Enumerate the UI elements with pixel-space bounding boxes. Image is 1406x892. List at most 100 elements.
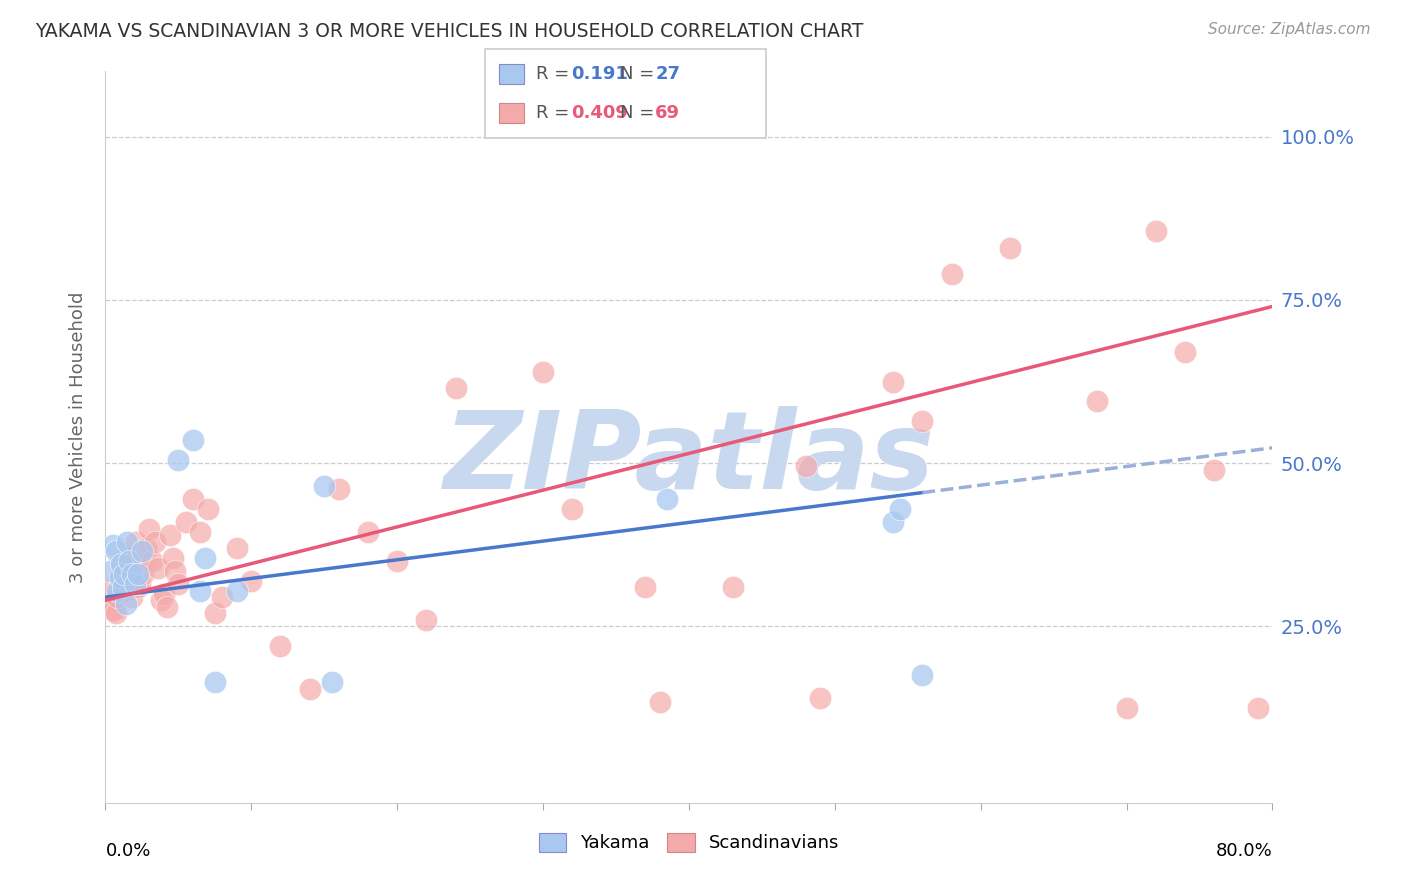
Point <box>117 534 139 549</box>
Point <box>240 574 263 588</box>
Point <box>882 375 904 389</box>
Point <box>110 558 132 572</box>
Point <box>721 580 744 594</box>
Text: N =: N = <box>620 65 659 83</box>
Point <box>444 381 467 395</box>
Text: R =: R = <box>536 104 575 122</box>
Point <box>314 479 336 493</box>
Text: 69: 69 <box>655 104 681 122</box>
Point <box>911 414 934 428</box>
Point <box>134 554 156 568</box>
Point <box>107 570 129 584</box>
Point <box>115 554 138 568</box>
Point <box>124 554 146 568</box>
Point <box>105 583 128 598</box>
Point <box>225 583 247 598</box>
Point <box>159 528 181 542</box>
Point <box>131 548 153 562</box>
Point <box>118 548 141 562</box>
Point <box>124 577 146 591</box>
Point <box>321 675 343 690</box>
Point <box>101 580 124 594</box>
Point <box>1174 345 1197 359</box>
Point <box>531 365 554 379</box>
Point <box>181 434 204 448</box>
Point <box>141 554 163 568</box>
Point <box>111 583 134 598</box>
Point <box>120 580 142 594</box>
Point <box>1087 394 1109 409</box>
Point <box>998 241 1021 255</box>
Point <box>131 544 153 558</box>
Point <box>167 453 190 467</box>
Point <box>1202 463 1225 477</box>
Point <box>108 570 131 584</box>
Point <box>194 550 217 565</box>
Point <box>1247 701 1270 715</box>
Text: N =: N = <box>620 104 659 122</box>
Point <box>143 534 166 549</box>
Point <box>101 538 124 552</box>
Point <box>112 574 135 588</box>
Point <box>162 550 184 565</box>
Point <box>174 515 197 529</box>
Point <box>648 695 671 709</box>
Point <box>1115 701 1137 715</box>
Text: 0.191: 0.191 <box>571 65 627 83</box>
Point <box>117 560 139 574</box>
Point <box>167 577 190 591</box>
Point <box>132 567 155 582</box>
Point <box>111 580 134 594</box>
Point <box>808 691 831 706</box>
Point <box>135 541 157 555</box>
Text: 27: 27 <box>655 65 681 83</box>
Text: 0.409: 0.409 <box>571 104 627 122</box>
Point <box>794 459 817 474</box>
Point <box>105 590 128 604</box>
Point <box>889 502 911 516</box>
Point <box>118 554 141 568</box>
Text: YAKAMA VS SCANDINAVIAN 3 OR MORE VEHICLES IN HOUSEHOLD CORRELATION CHART: YAKAMA VS SCANDINAVIAN 3 OR MORE VEHICLE… <box>35 22 863 41</box>
Point <box>634 580 657 594</box>
Point <box>415 613 437 627</box>
Point <box>165 564 187 578</box>
Point <box>156 599 179 614</box>
Point <box>122 574 145 588</box>
Point <box>149 593 172 607</box>
Point <box>561 502 583 516</box>
Text: R =: R = <box>536 65 575 83</box>
Y-axis label: 3 or more Vehicles in Household: 3 or more Vehicles in Household <box>69 292 87 582</box>
Point <box>1144 224 1167 238</box>
Point <box>153 587 174 601</box>
Point <box>181 492 204 507</box>
Point <box>882 515 904 529</box>
Point <box>655 492 678 507</box>
Point <box>188 583 211 598</box>
Point <box>112 567 135 582</box>
Point <box>188 524 211 539</box>
Point <box>98 564 121 578</box>
Point <box>125 534 148 549</box>
Point <box>138 521 160 535</box>
Point <box>328 483 350 497</box>
Point <box>385 554 409 568</box>
Point <box>108 567 131 582</box>
Point <box>115 597 138 611</box>
Point <box>121 567 143 582</box>
Point <box>110 554 132 568</box>
Point <box>121 590 143 604</box>
Point <box>225 541 247 555</box>
Point <box>298 681 321 696</box>
Text: 0.0%: 0.0% <box>105 842 150 860</box>
Point <box>127 580 149 594</box>
Text: Source: ZipAtlas.com: Source: ZipAtlas.com <box>1208 22 1371 37</box>
Point <box>357 524 380 539</box>
Text: ZIPatlas: ZIPatlas <box>443 406 935 512</box>
Point <box>103 603 125 617</box>
Point <box>204 675 226 690</box>
Point <box>98 590 121 604</box>
Text: 80.0%: 80.0% <box>1216 842 1272 860</box>
Point <box>911 668 934 682</box>
Point <box>204 607 226 621</box>
Point <box>104 544 127 558</box>
